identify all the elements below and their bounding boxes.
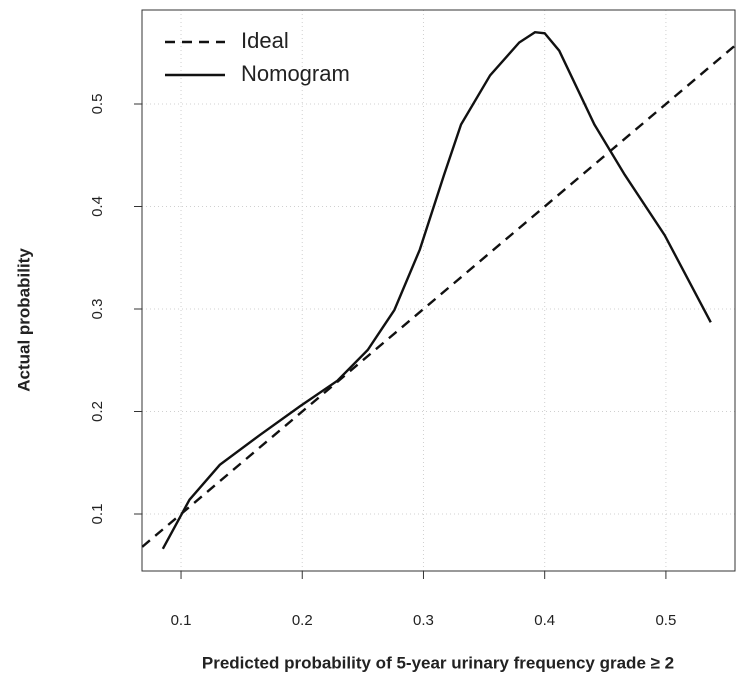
- legend-label: Ideal: [241, 28, 289, 53]
- x-tick-label: 0.3: [413, 612, 434, 629]
- y-tick-label: 0.4: [89, 196, 106, 217]
- y-tick-label: 0.5: [89, 94, 106, 115]
- x-tick-label: 0.1: [171, 612, 192, 629]
- x-tick-label: 0.2: [292, 612, 313, 629]
- plot-frame: [141, 9, 736, 572]
- line: [142, 44, 735, 548]
- line: [161, 31, 712, 550]
- x-tick-label: 0.5: [655, 612, 676, 629]
- x-tick-label: 0.4: [534, 612, 555, 629]
- legend-label: Nomogram: [241, 61, 350, 86]
- y-tick-label: 0.1: [89, 504, 106, 525]
- y-tick-label: 0.2: [89, 401, 106, 422]
- x-axis-title: Predicted probability of 5-year urinary …: [202, 653, 674, 672]
- y-axis-title: Actual probability: [14, 248, 33, 392]
- y-tick-label: 0.3: [89, 299, 106, 320]
